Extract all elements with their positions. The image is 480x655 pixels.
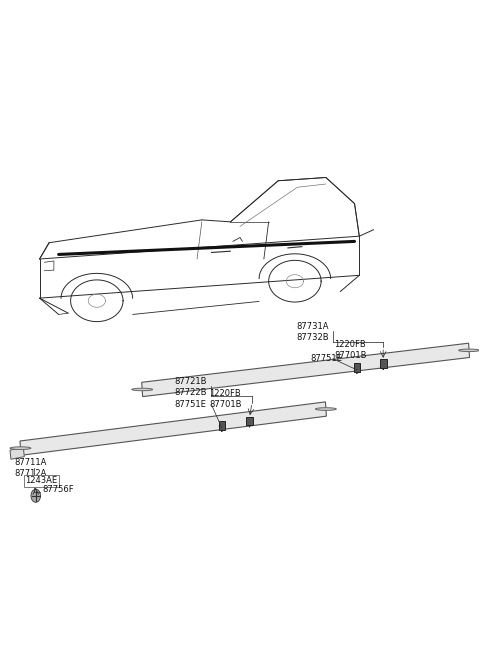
Text: 1243AE: 1243AE <box>25 476 58 485</box>
Text: 1220FB
87701B: 1220FB 87701B <box>209 389 241 409</box>
Text: 87751E: 87751E <box>175 400 206 409</box>
Text: 87731A
87732B: 87731A 87732B <box>296 322 329 343</box>
Ellipse shape <box>315 407 336 411</box>
Text: 87756F: 87756F <box>42 485 73 494</box>
Polygon shape <box>142 343 469 397</box>
Polygon shape <box>10 447 24 459</box>
Text: 1220FB
87701B: 1220FB 87701B <box>335 340 367 360</box>
Bar <box>246 417 253 425</box>
Bar <box>354 364 360 371</box>
Ellipse shape <box>458 349 480 352</box>
Text: 87721B
87722B: 87721B 87722B <box>175 377 207 397</box>
Text: 87711A
87712A: 87711A 87712A <box>15 458 47 478</box>
Bar <box>218 421 225 430</box>
Bar <box>380 360 386 367</box>
Polygon shape <box>20 402 326 455</box>
Circle shape <box>31 489 40 502</box>
Ellipse shape <box>10 447 31 449</box>
Text: 87751E: 87751E <box>311 354 343 364</box>
Ellipse shape <box>132 388 153 391</box>
